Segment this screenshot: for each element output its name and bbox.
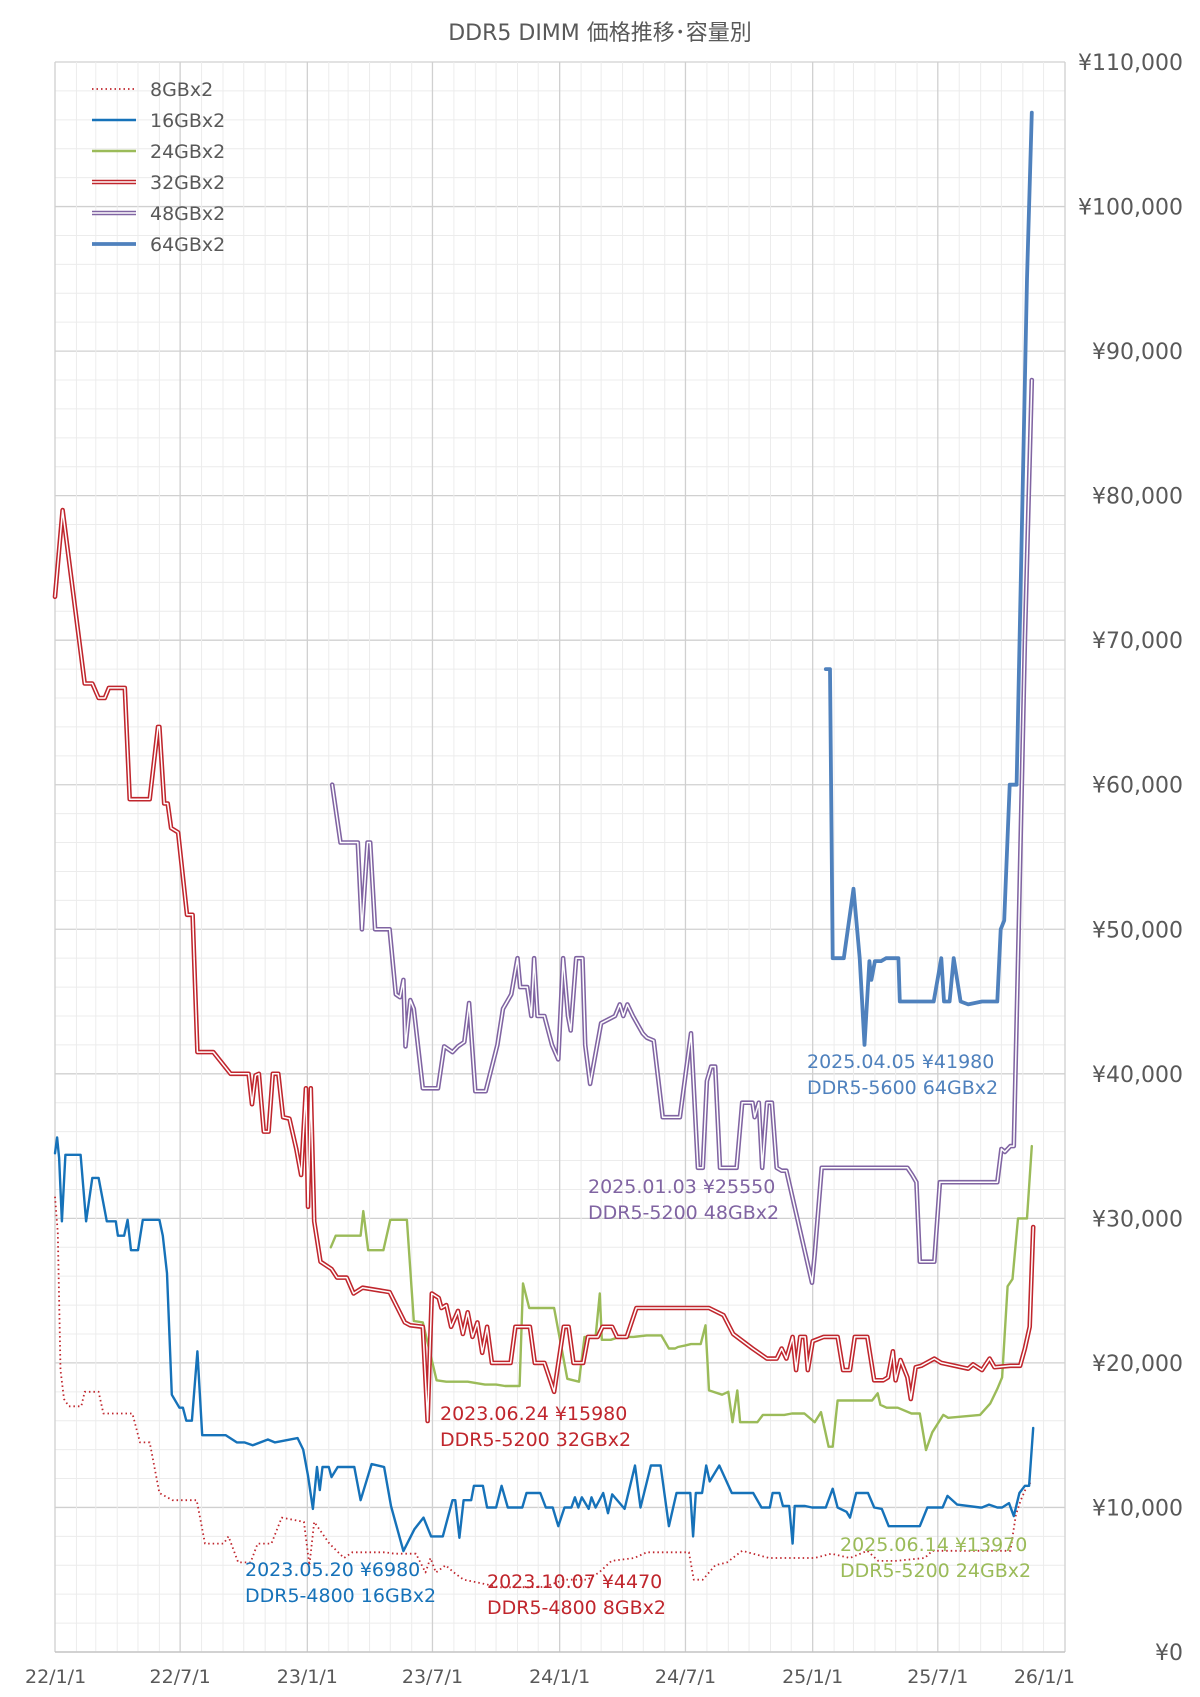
- annotation-line2: DDR5-5600 64GBx2: [807, 1077, 998, 1099]
- x-tick-label: 25/7/1: [907, 1666, 968, 1688]
- y-tick-label: ¥20,000: [1092, 1352, 1183, 1377]
- x-tick-label: 24/1/1: [529, 1666, 590, 1688]
- y-tick-label: ¥50,000: [1092, 918, 1183, 943]
- series-line-48gbx2: [329, 377, 1035, 1285]
- x-tick-label: 24/7/1: [655, 1666, 716, 1688]
- annotation-32gbx2: 2023.06.24 ¥15980 DDR5-5200 32GBx2: [440, 1403, 631, 1451]
- y-tick-label: ¥10,000: [1092, 1496, 1183, 1521]
- legend-label: 8GBx2: [150, 79, 213, 101]
- annotation-24gbx2: 2025.06.14 ¥13970 DDR5-5200 24GBx2: [840, 1534, 1031, 1582]
- y-tick-label: ¥80,000: [1092, 485, 1183, 510]
- y-tick-label: ¥110,000: [1078, 51, 1183, 76]
- legend-item: 8GBx2: [92, 79, 213, 101]
- annotation-line1: 2025.06.14 ¥13970: [840, 1534, 1027, 1556]
- legend: 8GBx2 16GBx2 24GBx2 32GBx2 48GBx2 64GBx2: [92, 79, 225, 256]
- annotation-8gbx2: 2023.10.07 ¥4470 DDR5-4800 8GBx2: [487, 1571, 666, 1619]
- annotation-line1: 2023.05.20 ¥6980: [245, 1559, 420, 1581]
- series-line-64gbx2: [823, 110, 1034, 1047]
- y-tick-label: ¥0: [1155, 1641, 1183, 1666]
- x-axis-labels: 22/1/1 22/7/1 23/1/1 23/7/1 24/1/1 24/7/1 25/1…: [25, 1666, 1075, 1688]
- y-tick-label: ¥60,000: [1092, 774, 1183, 799]
- annotation-line2: DDR5-5200 48GBx2: [588, 1202, 779, 1224]
- legend-item: 32GBx2: [92, 172, 225, 194]
- legend-item: 48GBx2: [92, 203, 225, 225]
- legend-item: 24GBx2: [92, 141, 225, 163]
- annotation-line1: 2025.04.05 ¥41980: [807, 1051, 994, 1073]
- legend-label: 16GBx2: [150, 110, 225, 132]
- annotation-line2: DDR5-4800 16GBx2: [245, 1585, 436, 1607]
- legend-label: 64GBx2: [150, 234, 225, 256]
- annotation-line2: DDR5-5200 24GBx2: [840, 1560, 1031, 1582]
- annotation-line2: DDR5-4800 8GBx2: [487, 1597, 666, 1619]
- chart-title: DDR5 DIMM 価格推移･容量別: [448, 21, 752, 46]
- legend-label: 48GBx2: [150, 203, 225, 225]
- annotation-16gbx2: 2023.05.20 ¥6980 DDR5-4800 16GBx2: [245, 1559, 436, 1607]
- y-axis-labels: ¥0 ¥10,000 ¥20,000 ¥30,000 ¥40,000 ¥50,000 ¥60…: [1078, 51, 1183, 1666]
- series-line-24gbx2: [329, 1144, 1033, 1452]
- x-tick-label: 26/1/1: [1014, 1666, 1075, 1688]
- y-tick-label: ¥100,000: [1078, 196, 1183, 221]
- y-tick-label: ¥90,000: [1092, 340, 1183, 365]
- y-tick-label: ¥40,000: [1092, 1063, 1183, 1088]
- annotation-line1: 2023.06.24 ¥15980: [440, 1403, 627, 1425]
- annotation-48gbx2: 2025.01.03 ¥25550 DDR5-5200 48GBx2: [588, 1176, 779, 1224]
- series-line-16gbx2: [53, 1136, 1035, 1553]
- x-tick-label: 22/1/1: [25, 1666, 86, 1688]
- x-tick-label: 25/1/1: [782, 1666, 843, 1688]
- annotation-64gbx2: 2025.04.05 ¥41980 DDR5-5600 64GBx2: [807, 1051, 998, 1099]
- annotations: 2023.06.24 ¥15980 DDR5-5200 32GBx2 2023.05…: [245, 1051, 1031, 1619]
- legend-item: 16GBx2: [92, 110, 225, 132]
- series-line-8gbx2: [54, 1196, 1033, 1589]
- series-layer: [52, 110, 1036, 1589]
- x-tick-label: 23/1/1: [277, 1666, 338, 1688]
- legend-item: 64GBx2: [92, 234, 225, 256]
- series-line-32gbx2: [52, 507, 1036, 1424]
- legend-label: 24GBx2: [150, 141, 225, 163]
- annotation-line2: DDR5-5200 32GBx2: [440, 1429, 631, 1451]
- y-tick-label: ¥70,000: [1092, 629, 1183, 654]
- x-tick-label: 23/7/1: [402, 1666, 463, 1688]
- annotation-line1: 2023.10.07 ¥4470: [487, 1571, 662, 1593]
- annotation-line1: 2025.01.03 ¥25550: [588, 1176, 775, 1198]
- legend-label: 32GBx2: [150, 172, 225, 194]
- x-tick-label: 22/7/1: [150, 1666, 211, 1688]
- y-tick-label: ¥30,000: [1092, 1207, 1183, 1232]
